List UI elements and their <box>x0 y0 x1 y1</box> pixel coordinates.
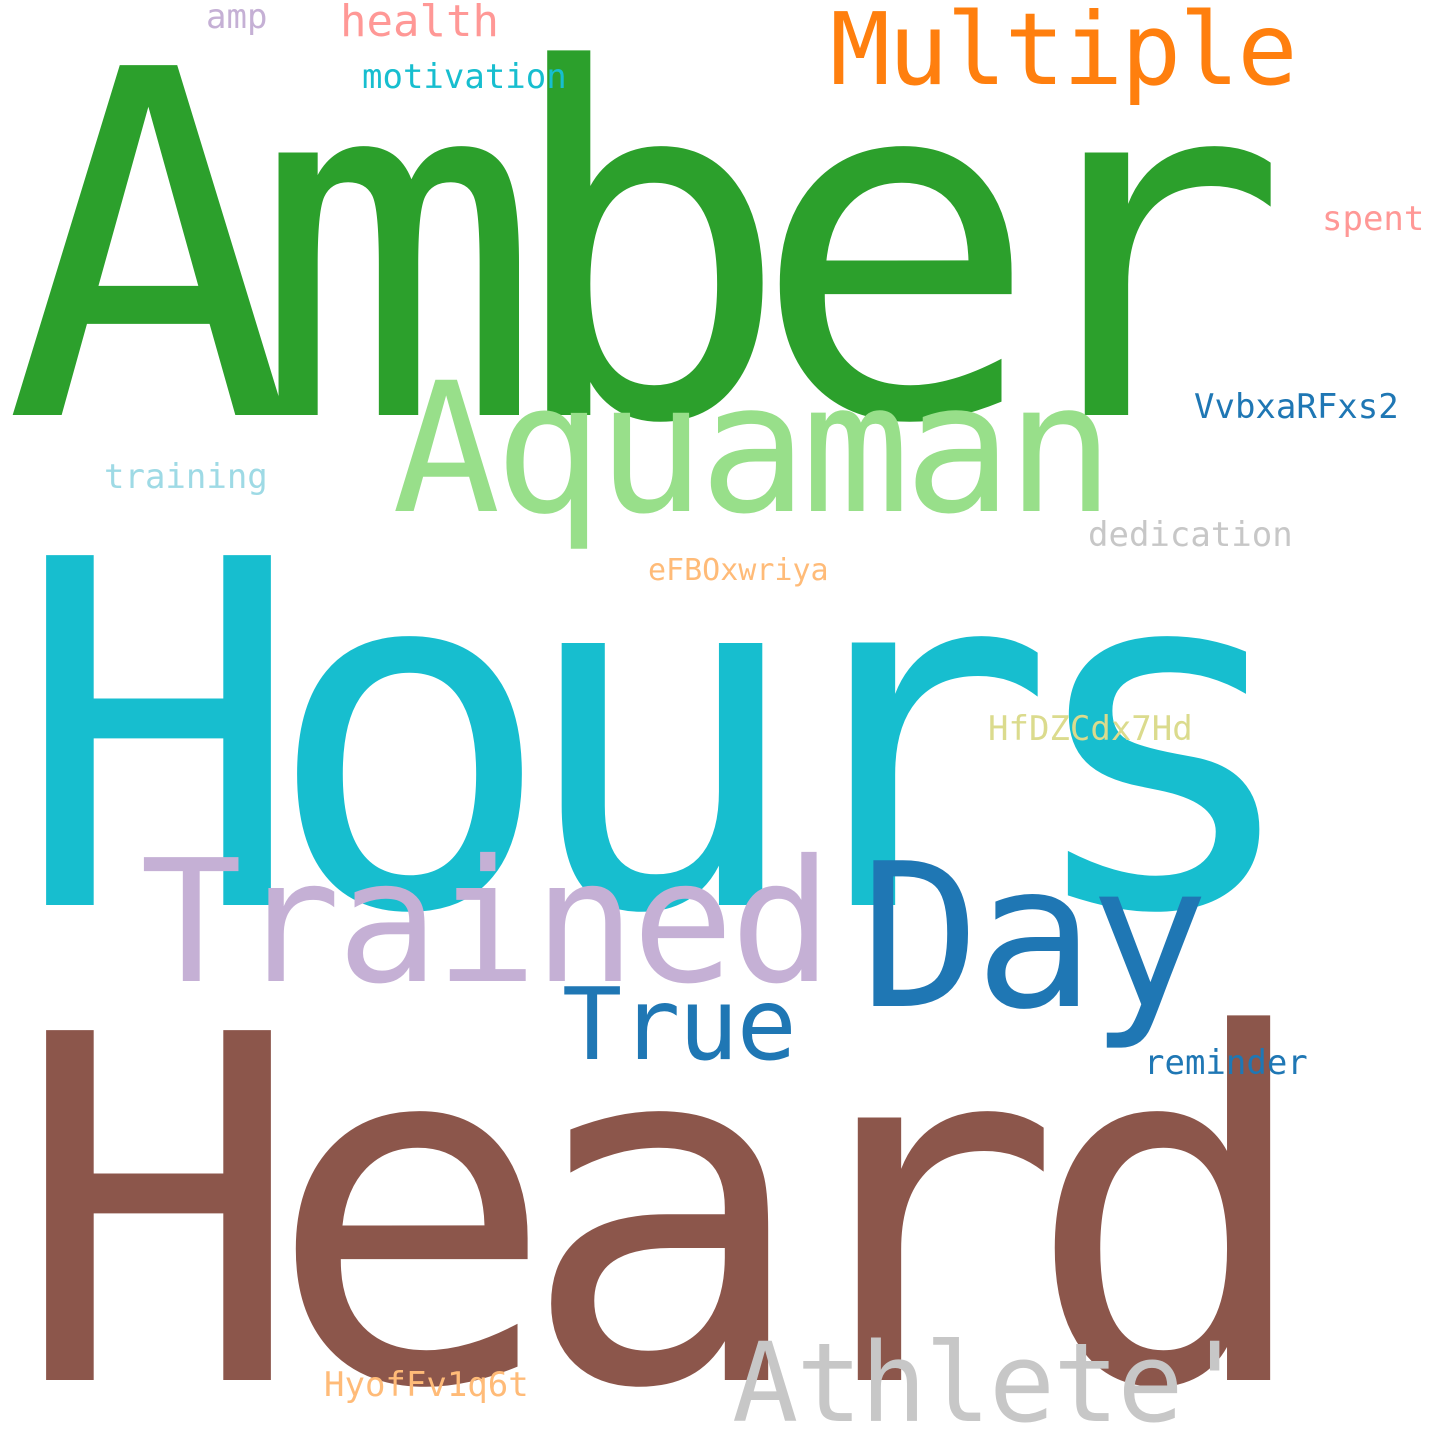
word-aquaman: Aquaman <box>392 345 1115 554</box>
word-reminder: reminder <box>1144 1043 1308 1083</box>
word-training: training <box>104 457 268 497</box>
word-trained: Trained <box>140 824 832 1022</box>
word-dedication: dedication <box>1088 515 1293 555</box>
word-health: health <box>340 0 499 47</box>
word-spent: spent <box>1322 199 1425 239</box>
word-amber: Amber <box>4 0 1289 529</box>
word-motivation: motivation <box>362 57 567 97</box>
word-hours: Hours <box>14 460 1307 1019</box>
word-day: Day <box>860 821 1209 1054</box>
word-efboxwriya: eFBOxwriya <box>648 553 829 588</box>
word-multiple: Multiple <box>830 0 1298 108</box>
word-true: True <box>562 966 797 1083</box>
word-heard: Heard <box>14 935 1315 1440</box>
word-amp: amp <box>206 0 268 37</box>
word-hyofffv1q6t: HyofFv1q6t <box>324 1365 529 1405</box>
word-vvbxarfxs2: VvbxaRFxs2 <box>1194 387 1399 427</box>
word-athlete: Athlete' <box>732 1319 1248 1440</box>
word-hfdzcdx7hd: HfDZCdx7Hd <box>988 709 1193 749</box>
